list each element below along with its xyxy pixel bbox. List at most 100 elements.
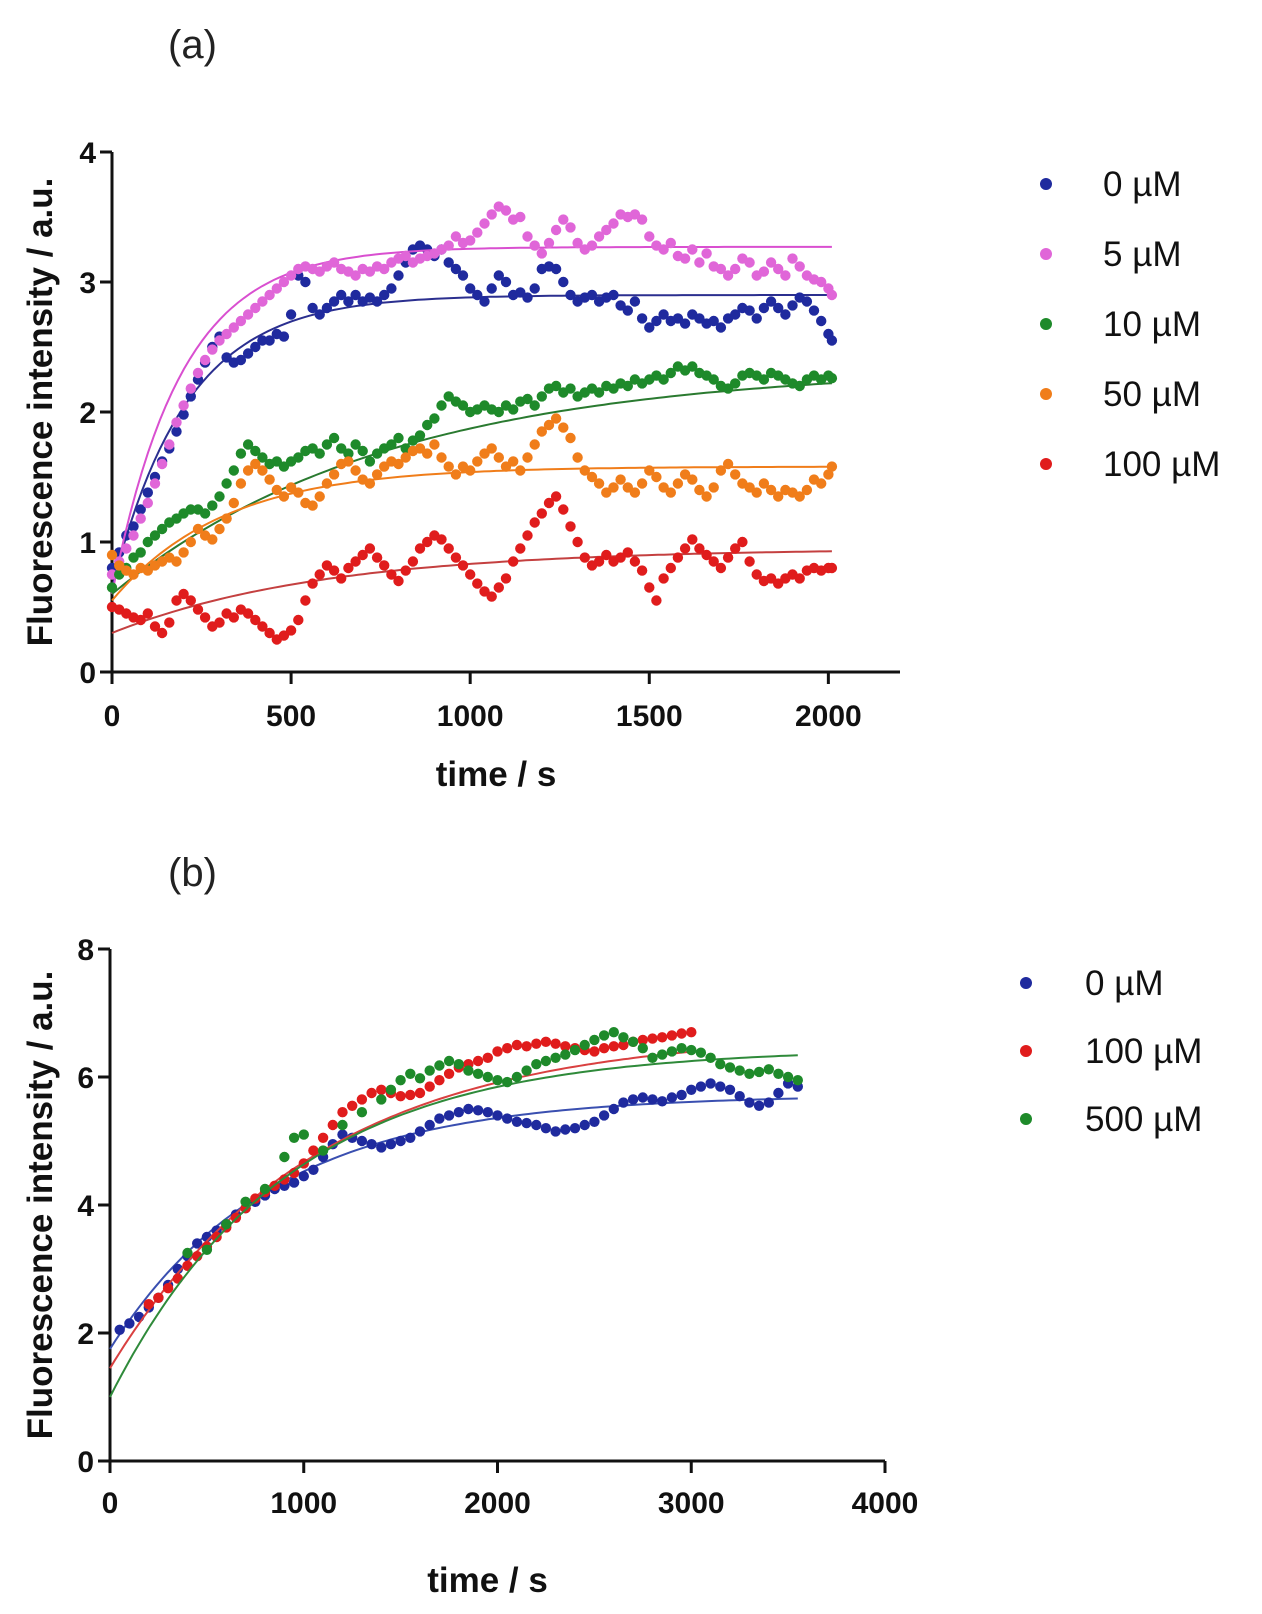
data-point <box>343 562 354 574</box>
data-point <box>715 465 727 476</box>
data-point <box>221 1219 232 1230</box>
data-point <box>328 257 340 268</box>
data-point <box>350 465 361 476</box>
data-point <box>434 1075 445 1086</box>
data-point <box>336 289 347 301</box>
data-point <box>765 484 777 496</box>
data-point <box>540 1036 552 1048</box>
data-point <box>321 439 333 450</box>
data-point <box>414 1087 426 1099</box>
data-point <box>207 344 218 355</box>
data-point <box>601 487 612 498</box>
data-point <box>715 1081 726 1092</box>
data-point <box>376 1142 387 1153</box>
data-point <box>376 1094 387 1105</box>
data-point <box>787 253 798 264</box>
y-tick-label: 0 <box>79 657 96 690</box>
data-point <box>479 448 490 459</box>
data-point <box>207 500 218 511</box>
data-point <box>424 1081 435 1092</box>
legend-marker <box>1020 977 1032 989</box>
data-point <box>647 1033 658 1044</box>
data-point <box>493 270 504 281</box>
data-point <box>443 1068 455 1080</box>
data-point <box>558 422 569 433</box>
data-point <box>615 474 626 485</box>
data-point <box>687 244 698 255</box>
data-point <box>343 296 354 307</box>
data-point <box>589 1034 600 1046</box>
data-point <box>511 1039 523 1051</box>
data-point <box>558 214 569 225</box>
data-point <box>715 562 727 574</box>
data-point <box>135 513 146 524</box>
data-point <box>500 276 512 288</box>
data-point <box>565 521 576 532</box>
data-point <box>321 478 333 489</box>
data-point <box>400 452 411 463</box>
data-point <box>572 536 583 548</box>
data-point <box>486 591 497 602</box>
data-point <box>730 469 741 480</box>
data-point <box>314 266 325 277</box>
data-point <box>531 1059 542 1070</box>
data-point <box>221 513 232 524</box>
data-point <box>357 445 368 457</box>
data-point <box>121 543 132 554</box>
data-point <box>765 296 777 307</box>
data-point <box>106 582 118 593</box>
data-point <box>443 1055 455 1067</box>
data-point <box>479 586 490 597</box>
data-point <box>407 556 419 567</box>
data-point <box>472 578 483 589</box>
data-point <box>350 270 361 281</box>
data-point <box>463 1065 474 1076</box>
data-point <box>751 487 762 498</box>
data-point <box>307 302 318 314</box>
data-point <box>414 543 426 554</box>
data-point <box>207 534 218 545</box>
data-point <box>647 1094 658 1105</box>
data-point <box>385 1084 397 1096</box>
data-point <box>665 562 676 574</box>
data-point <box>508 456 519 467</box>
data-point <box>149 478 161 489</box>
data-point <box>288 1167 300 1179</box>
data-point <box>185 536 196 548</box>
data-point <box>393 575 404 587</box>
data-point <box>622 380 633 392</box>
data-point <box>192 523 204 535</box>
data-point <box>405 1068 416 1080</box>
data-point <box>393 432 404 444</box>
data-point <box>730 543 741 554</box>
data-point <box>235 315 247 327</box>
data-point <box>443 543 454 554</box>
data-point <box>479 296 490 307</box>
data-point <box>558 276 569 288</box>
data-point <box>285 482 297 493</box>
data-point <box>794 491 805 502</box>
data-point <box>336 443 347 454</box>
data-point <box>608 1041 619 1052</box>
data-point <box>608 218 619 229</box>
data-point <box>327 1119 338 1131</box>
y-tick-label: 0 <box>77 1446 94 1479</box>
data-point <box>135 504 146 515</box>
data-point <box>278 630 290 641</box>
data-point <box>694 313 705 324</box>
data-point <box>521 1041 532 1052</box>
legend-label: 0 µM <box>1103 165 1182 204</box>
data-point <box>379 560 390 571</box>
data-point <box>371 469 383 480</box>
series-100-m <box>109 1027 697 1369</box>
data-point <box>314 309 325 320</box>
data-point <box>753 1066 765 1078</box>
y-tick-label: 4 <box>79 137 96 170</box>
data-point <box>826 289 838 301</box>
data-point <box>637 1034 648 1046</box>
data-point <box>450 263 462 275</box>
data-point <box>328 565 340 576</box>
data-point <box>550 491 562 502</box>
series-0-m <box>106 240 838 588</box>
data-point <box>565 222 576 233</box>
